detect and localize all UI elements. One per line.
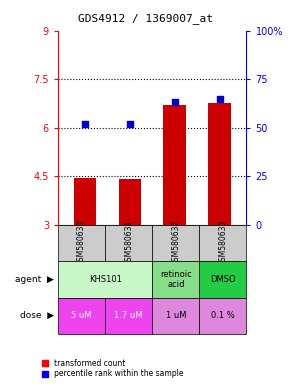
Bar: [105, 225, 152, 261]
Text: KHS101: KHS101: [89, 275, 122, 284]
Text: 1 uM: 1 uM: [166, 311, 186, 320]
Text: retinoic
acid: retinoic acid: [160, 270, 192, 289]
Text: GDS4912 / 1369007_at: GDS4912 / 1369007_at: [77, 13, 213, 24]
Text: DMSO: DMSO: [210, 275, 236, 284]
Point: [217, 96, 222, 102]
Bar: [105, 298, 152, 334]
Point: [172, 99, 177, 106]
Bar: [74, 178, 96, 225]
Text: 0.1 %: 0.1 %: [211, 311, 235, 320]
Bar: [152, 261, 200, 298]
Bar: [58, 298, 105, 334]
Bar: [208, 103, 231, 225]
Bar: [199, 225, 246, 261]
Bar: [119, 179, 141, 225]
Text: GSM580631: GSM580631: [124, 220, 133, 266]
Text: GSM580630: GSM580630: [77, 220, 86, 266]
Bar: [199, 298, 246, 334]
Text: GSM580632: GSM580632: [171, 220, 180, 266]
Text: agent  ▶: agent ▶: [15, 275, 54, 284]
Bar: [164, 105, 186, 225]
Legend: transformed count, percentile rank within the sample: transformed count, percentile rank withi…: [41, 359, 183, 378]
Text: GSM580633: GSM580633: [218, 220, 227, 266]
Point: [128, 121, 132, 127]
Bar: [58, 225, 105, 261]
Bar: [152, 298, 200, 334]
Text: 1.7 uM: 1.7 uM: [115, 311, 143, 320]
Point: [83, 121, 87, 127]
Text: 5 uM: 5 uM: [71, 311, 92, 320]
Text: dose  ▶: dose ▶: [20, 311, 54, 320]
Bar: [58, 261, 152, 298]
Bar: [199, 261, 246, 298]
Bar: [152, 225, 200, 261]
